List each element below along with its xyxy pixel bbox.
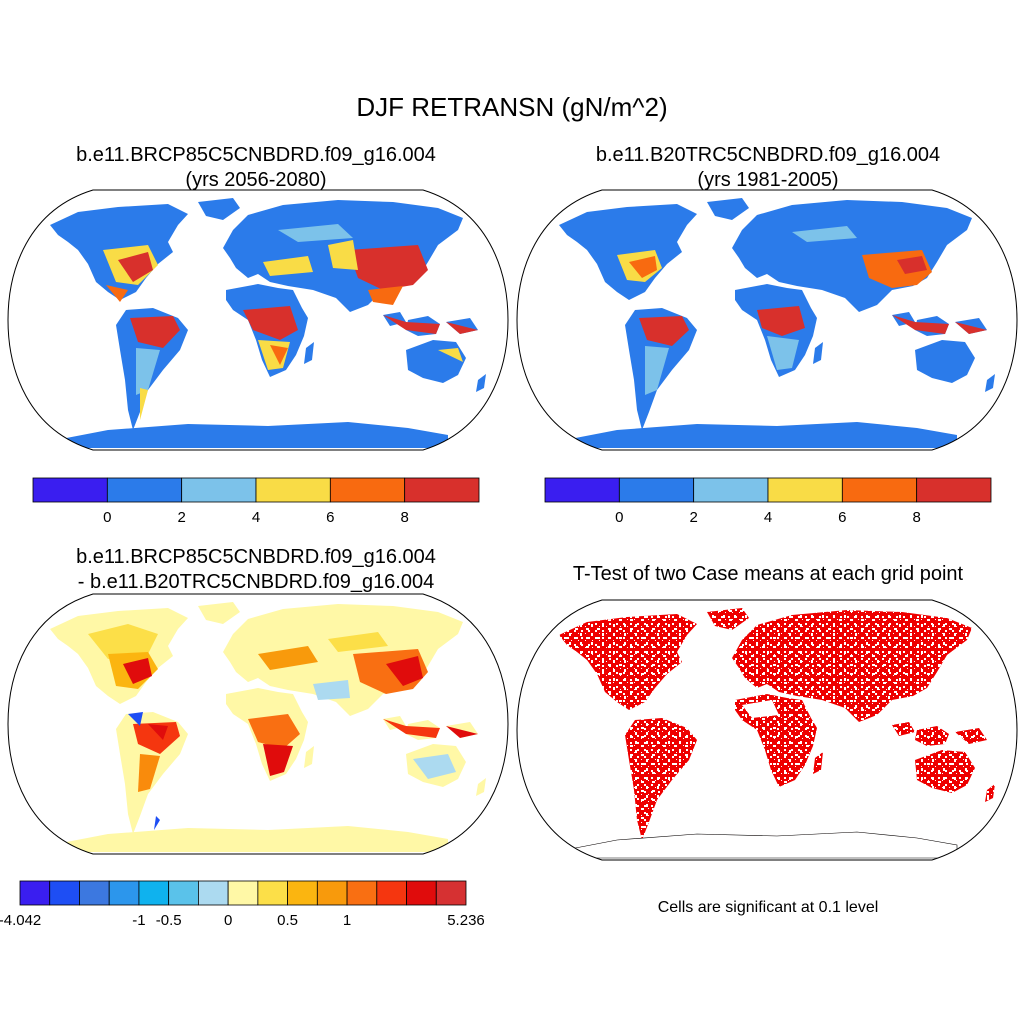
difference-colorbar-box xyxy=(435,880,467,906)
difference-colorbar-box xyxy=(406,880,437,906)
field-overlays xyxy=(617,226,987,395)
control-colorbar-label: 6 xyxy=(838,509,846,526)
case-colorbar-box xyxy=(255,477,331,503)
case-colorbar-box xyxy=(404,477,480,503)
difference-colorbar-box xyxy=(138,880,170,906)
case-colorbar-label: 8 xyxy=(400,509,408,526)
difference-colorbar-box xyxy=(227,880,259,906)
case-colorbar-label: 2 xyxy=(177,509,185,526)
case-title-line1: b.e11.BRCP85C5CNBDRD.f09_g16.004 xyxy=(76,144,436,166)
control-colorbar-label: 4 xyxy=(764,509,772,526)
case-colorbar-label: 4 xyxy=(252,509,260,526)
control-colorbar: 0 2 4 6 8 xyxy=(544,477,992,526)
control-panel-title: b.e11.B20TRC5CNBDRD.f09_g16.004 (yrs 198… xyxy=(512,143,1024,193)
difference-colorbar-box xyxy=(376,880,407,906)
control-colorbar-box xyxy=(544,477,620,503)
case-colorbar: 0 2 4 6 8 xyxy=(32,477,480,526)
map-border xyxy=(7,593,509,855)
control-title-line2: (yrs 1981-2005) xyxy=(697,169,839,191)
field-overlays xyxy=(103,224,478,420)
control-colorbar-label: 2 xyxy=(689,509,697,526)
control-colorbar-boxes xyxy=(544,477,992,503)
difference-colorbar-box xyxy=(257,880,289,906)
difference-colorbar-box xyxy=(197,880,229,906)
difference-title-line1: b.e11.BRCP85C5CNBDRD.f09_g16.004 xyxy=(76,546,436,568)
significance-note: Cells are significant at 0.1 level xyxy=(657,899,879,916)
map-border xyxy=(516,189,1018,451)
difference-panel-title: b.e11.BRCP85C5CNBDRD.f09_g16.004 - b.e11… xyxy=(0,545,512,595)
map-border xyxy=(516,599,1018,861)
case-map xyxy=(7,189,509,451)
control-colorbar-label: 8 xyxy=(912,509,920,526)
difference-colorbar-label: 5.236 xyxy=(447,912,485,929)
control-colorbar-box xyxy=(916,477,992,503)
difference-colorbar-box xyxy=(49,880,80,906)
difference-colorbar-box xyxy=(346,880,378,906)
case-title-line2: (yrs 2056-2080) xyxy=(185,169,327,191)
case-colorbar-label: 0 xyxy=(103,509,111,526)
difference-colorbar-box xyxy=(316,880,348,906)
difference-colorbar-label: 1 xyxy=(343,912,351,929)
difference-colorbar-labels: -4.042 -1 -0.5 0 0.5 1 5.236 xyxy=(0,912,485,929)
difference-colorbar-label: -1 xyxy=(132,912,145,929)
difference-title-line2: - b.e11.B20TRC5CNBDRD.f09_g16.004 xyxy=(77,571,435,593)
difference-colorbar-box xyxy=(168,880,199,906)
case-colorbar-box xyxy=(329,477,406,503)
difference-colorbar-box xyxy=(287,880,318,906)
difference-map xyxy=(7,593,509,855)
control-map xyxy=(516,189,1018,451)
ttest-panel-title: T-Test of two Case means at each grid po… xyxy=(572,563,964,585)
difference-colorbar-box xyxy=(79,880,110,906)
case-colorbar-box xyxy=(106,477,183,503)
case-colorbar-labels: 0 2 4 6 8 xyxy=(103,509,409,526)
control-colorbar-box xyxy=(693,477,769,503)
figure-title: DJF RETRANSN (gN/m^2) xyxy=(356,92,668,122)
control-colorbar-labels: 0 2 4 6 8 xyxy=(615,509,921,526)
antarctica-not-significant xyxy=(564,831,958,859)
control-colorbar-box xyxy=(618,477,695,503)
control-title-line1: b.e11.B20TRC5CNBDRD.f09_g16.004 xyxy=(595,144,941,166)
sahara-not-significant xyxy=(742,700,779,718)
difference-colorbar-boxes xyxy=(19,880,467,906)
case-colorbar-boxes xyxy=(32,477,480,503)
case-colorbar-box xyxy=(32,477,108,503)
difference-colorbar-box xyxy=(108,880,140,906)
difference-colorbar-label: 0.5 xyxy=(277,912,298,929)
difference-colorbar-label: -4.042 xyxy=(0,912,41,929)
difference-colorbar-box xyxy=(19,880,51,906)
field-overlays xyxy=(88,624,478,830)
ttest-map xyxy=(516,599,1018,861)
difference-colorbar-label: 0 xyxy=(224,912,232,929)
control-colorbar-box xyxy=(767,477,843,503)
control-colorbar-label: 0 xyxy=(615,509,623,526)
control-colorbar-box xyxy=(841,477,918,503)
case-colorbar-box xyxy=(181,477,257,503)
difference-colorbar: -4.042 -1 -0.5 0 0.5 1 5.236 xyxy=(0,880,485,929)
difference-colorbar-label: -0.5 xyxy=(156,912,182,929)
map-border xyxy=(7,189,509,451)
case-colorbar-label: 6 xyxy=(326,509,334,526)
case-panel-title: b.e11.BRCP85C5CNBDRD.f09_g16.004 (yrs 20… xyxy=(0,143,512,193)
